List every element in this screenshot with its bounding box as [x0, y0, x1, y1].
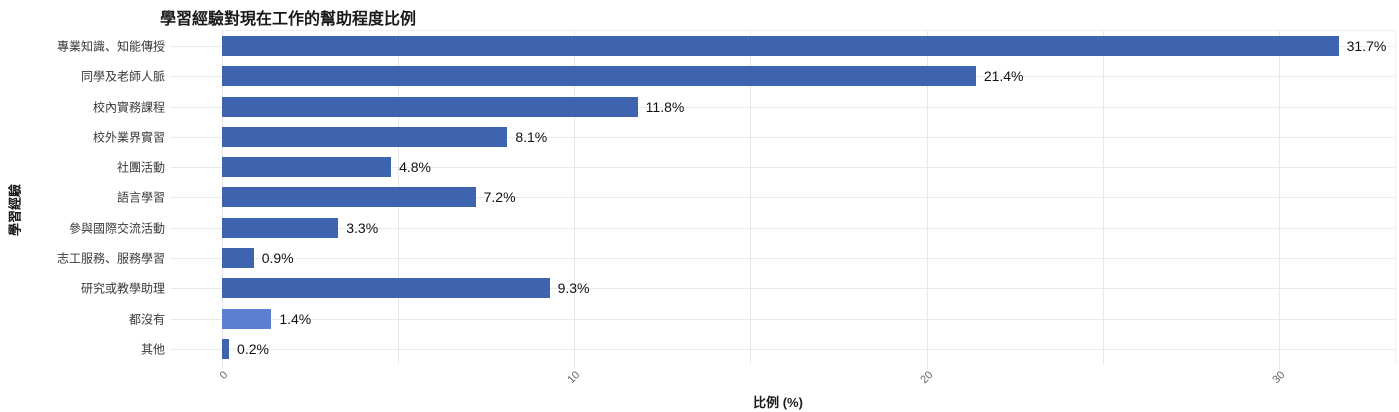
value-label: 21.4% [983, 68, 1024, 85]
bar-row: 都沒有 1.4% [129, 303, 1395, 333]
bar-row: 參與國際交流活動 3.3% [69, 213, 1395, 243]
category-label: 社團活動 [116, 160, 165, 175]
bar-row: 研究或教學助理 9.3% [81, 273, 1395, 303]
bar-row: 志工服務、服務學習 0.9% [57, 243, 1395, 273]
bar [222, 217, 339, 238]
row-gridline [170, 288, 1395, 290]
bar-rows: 專業知識、知能傳授 31.7% 同學及老師人脈 21.4% 校內實務課程 11.8% 校外業… [57, 31, 1395, 364]
x-gridline [1278, 31, 1280, 369]
category-label: 都沒有 [128, 312, 165, 327]
x-tick-label: 20 [917, 369, 935, 387]
x-gridline [926, 31, 928, 369]
bar-row: 校外業界實習 8.1% [93, 122, 1395, 152]
category-label: 校內實務課程 [92, 100, 165, 115]
chart-title: 學習經驗對現在工作的幫助程度比例 [160, 11, 417, 28]
category-label: 同學及老師人脈 [80, 69, 165, 84]
category-label: 參與國際交流活動 [68, 221, 165, 236]
plot-area: 專業知識、知能傳授 31.7% 同學及老師人脈 21.4% 校內實務課程 11.8% 校外業… [57, 30, 1396, 369]
bar [222, 157, 392, 178]
category-label: 專業知識、知能傳授 [56, 39, 165, 54]
bar-row: 同學及老師人脈 21.4% [81, 61, 1395, 91]
value-label: 8.1% [515, 128, 548, 145]
bar [222, 187, 476, 208]
category-label: 研究或教學助理 [80, 281, 165, 296]
x-tick-label: 10 [565, 369, 583, 387]
x-gridline [574, 31, 576, 369]
x-tick-label: 0 [217, 369, 231, 382]
bar-row: 語言學習 7.2% [117, 182, 1395, 212]
bar-row: 校內實務課程 11.8% [93, 92, 1395, 122]
row-gridline [170, 227, 1395, 229]
value-label: 11.8% [645, 98, 685, 115]
bar [222, 36, 1339, 57]
category-label: 語言學習 [116, 190, 165, 205]
bar [222, 338, 230, 359]
bar-row: 其他 0.2% [141, 334, 1395, 364]
row-gridline [170, 197, 1395, 199]
bar-row: 專業知識、知能傳授 31.7% [57, 31, 1395, 61]
bar-row: 社團活動 4.8% [117, 152, 1395, 182]
bar [222, 278, 550, 299]
category-label: 校外業界實習 [92, 130, 165, 145]
value-label: 7.2% [483, 189, 516, 206]
row-gridline [170, 257, 1395, 259]
bar [222, 66, 976, 87]
bar [222, 247, 254, 268]
category-label: 其他 [140, 342, 165, 357]
row-gridline [170, 106, 1395, 108]
value-label: 0.2% [237, 340, 269, 357]
bar [222, 126, 508, 147]
bar [222, 96, 638, 117]
value-label: 1.4% [279, 310, 312, 327]
row-gridline [170, 167, 1395, 169]
row-gridline [170, 136, 1395, 138]
value-label: 9.3% [557, 280, 590, 297]
value-label: 31.7% [1346, 38, 1387, 55]
row-gridline [170, 318, 1395, 320]
value-label: 4.8% [399, 159, 431, 176]
x-tick-label: 30 [1270, 369, 1288, 387]
value-label: 3.3% [346, 219, 379, 236]
value-label: 0.9% [261, 249, 294, 266]
bar [222, 308, 272, 329]
category-label: 志工服務、服務學習 [56, 251, 165, 266]
x-axis-title: 比例 (%) [753, 395, 803, 410]
row-gridline [170, 348, 1395, 350]
